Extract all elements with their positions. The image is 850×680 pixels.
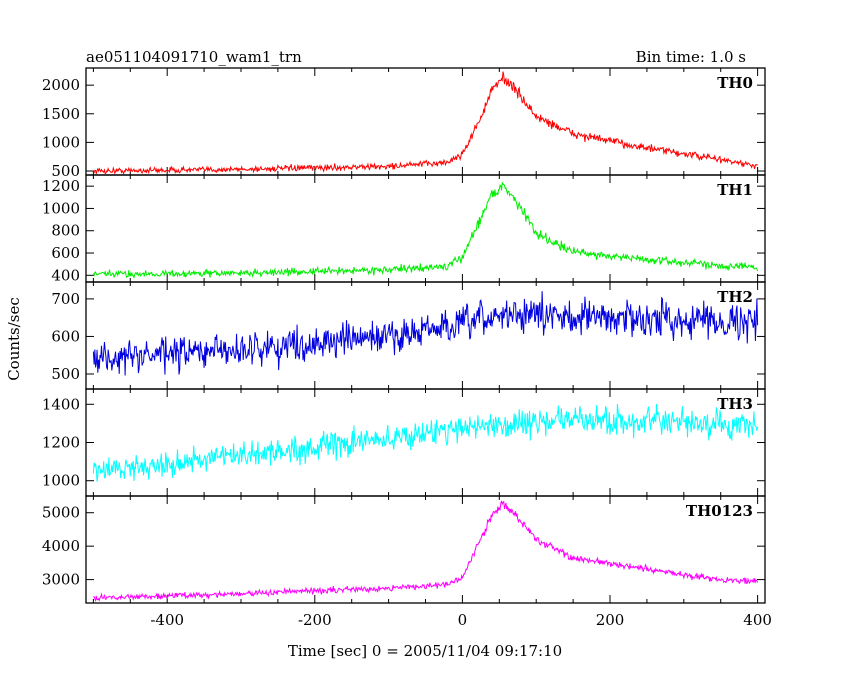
y-tick-label: 1000 [42, 472, 80, 490]
series-line [92, 71, 758, 175]
x-tick-label: 200 [596, 611, 625, 629]
panel-frame [85, 281, 766, 390]
y-tick-label: 400 [51, 266, 80, 284]
y-tick-label: 600 [51, 244, 80, 262]
y-tick-label: 500 [51, 365, 80, 383]
y-tick-label: 1000 [42, 133, 80, 151]
x-tick-label: 0 [458, 611, 468, 629]
y-tick-label: 1200 [42, 177, 80, 195]
y-tick-label: 800 [51, 222, 80, 240]
chart-title: ae051104091710_wam1_trn [86, 48, 302, 66]
y-tick-label: 4000 [42, 537, 80, 555]
panel-th1: 400 600 800 1000 1200 TH1 [42, 174, 766, 284]
x-tick-label: 400 [743, 611, 772, 629]
series-line [92, 181, 759, 279]
panel-frame [85, 495, 766, 604]
y-tick-label: 3000 [42, 571, 80, 589]
y-tick-label: 1000 [42, 199, 80, 217]
series-label: TH0 [717, 74, 753, 92]
y-tick-label: 5000 [42, 504, 80, 522]
panel-th0: 500 1000 1500 2000 TH0 [42, 67, 766, 180]
y-tick-label: 600 [51, 327, 80, 345]
panel-th3: 1000 1200 1400 TH3 [42, 388, 766, 497]
series-line [93, 500, 759, 603]
series-label: TH1 [717, 181, 753, 199]
panel-frame [85, 67, 766, 176]
panel-th2: 500 600 700 TH2 [51, 281, 766, 390]
series-line [92, 291, 759, 376]
x-tick-label: -200 [298, 611, 332, 629]
y-tick-label: 2000 [42, 76, 80, 94]
y-axis-label: Counts/sec [5, 297, 23, 381]
x-tick-label: -400 [150, 611, 184, 629]
panel-frame [85, 388, 766, 497]
y-tick-label: 1400 [42, 395, 80, 413]
x-axis-label: Time [sec] 0 = 2005/11/04 09:17:10 [288, 642, 562, 660]
bin-time-label: Bin time: 1.0 s [636, 48, 746, 66]
series-line [92, 403, 759, 482]
panel-th0123: 3000 4000 5000 TH0123 [42, 495, 766, 604]
series-label: TH2 [717, 288, 753, 306]
y-tick-label: 1200 [42, 434, 80, 452]
y-tick-label: 500 [51, 162, 80, 180]
y-tick-label: 700 [51, 290, 80, 308]
series-label: TH3 [717, 395, 753, 413]
y-tick-label: 1500 [42, 105, 80, 123]
series-label: TH0123 [686, 502, 753, 520]
